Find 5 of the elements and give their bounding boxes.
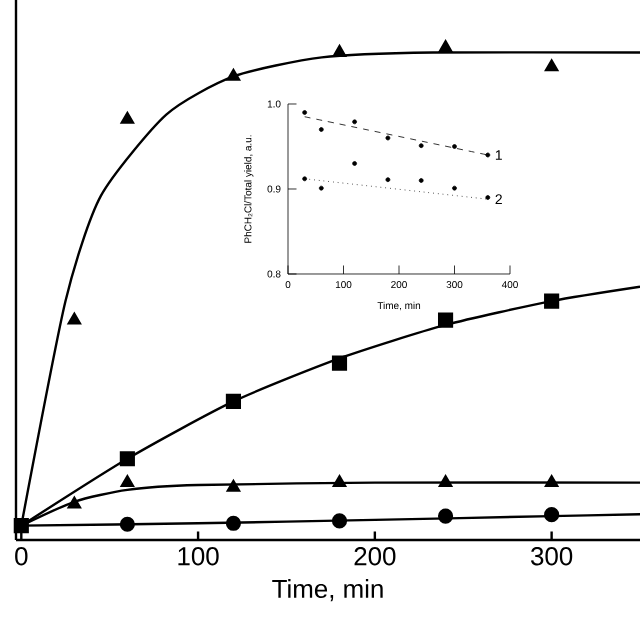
x-tick-label: 200 (354, 547, 396, 566)
x-tick-label: 300 (531, 547, 573, 566)
x-tick-label: 100 (178, 547, 219, 566)
x-tick-label: 0 (15, 547, 28, 566)
x-axis-title: Time, min (272, 579, 383, 602)
